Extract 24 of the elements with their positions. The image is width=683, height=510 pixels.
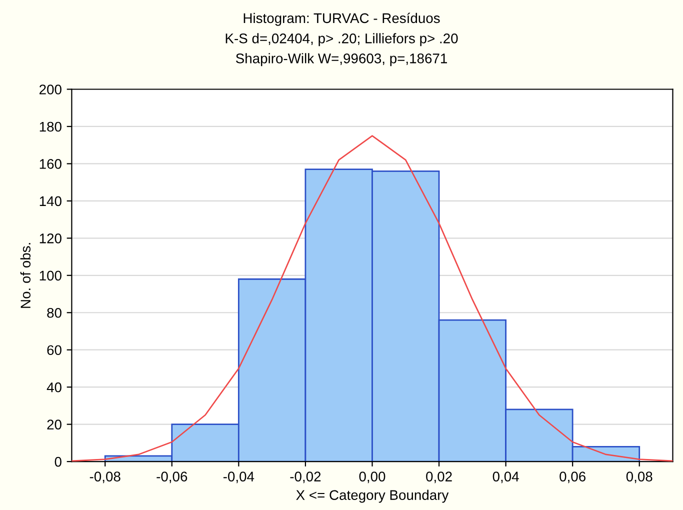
x-tick-label: -0,06 — [156, 472, 188, 484]
y-tick-label: 180 — [40, 122, 62, 132]
x-tick-label: 0,04 — [492, 472, 519, 484]
y-tick-label: 100 — [40, 270, 62, 281]
x-tick-label: 0,06 — [560, 472, 586, 484]
x-tick-label: 0,02 — [426, 472, 452, 484]
x-tick-label: -0,02 — [290, 472, 321, 484]
x-axis-title: X <= Category Boundary — [296, 490, 449, 503]
y-tick-label: 200 — [40, 84, 62, 94]
y-tick-label: 140 — [40, 196, 62, 206]
y-tick-label: 80 — [47, 308, 62, 318]
y-tick-label: 0 — [54, 456, 62, 467]
x-tick-label: -0,08 — [90, 472, 120, 484]
y-tick-label: 40 — [46, 382, 62, 392]
y-tick-label: 20 — [47, 420, 62, 430]
y-tick-label: 120 — [40, 234, 62, 244]
x-tick-label: 0,00 — [359, 472, 386, 484]
x-tick-label: 0,08 — [626, 472, 652, 484]
y-axis-title: No. of obs. — [20, 243, 31, 308]
y-tick-label: 160 — [40, 159, 62, 169]
chart-subtitle: K-S d=,02404, p> .20; Lilliefors p> .20 Shapiro-Wilk W=,99603, p=,18671 — [226, 33, 458, 66]
y-tick-label: 60 — [47, 345, 62, 356]
chart-title: Histogram: TURVAC - Resíduos — [244, 12, 440, 26]
x-tick-label: -0,04 — [223, 472, 254, 484]
